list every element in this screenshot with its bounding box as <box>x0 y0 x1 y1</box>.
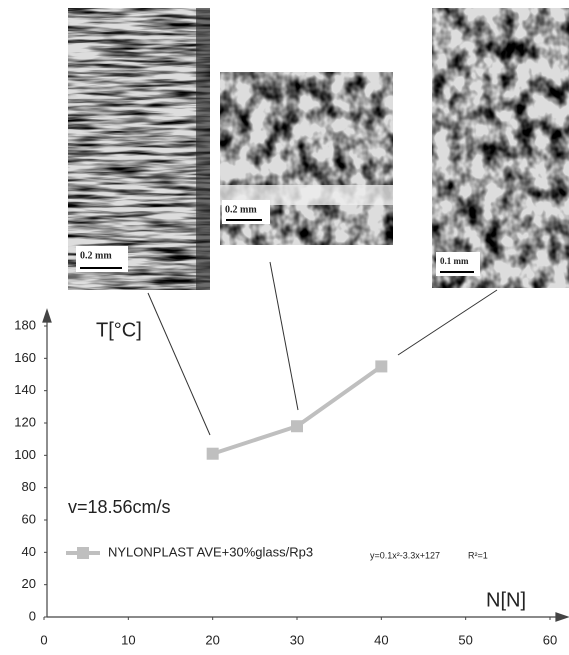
y-tick-label: 160 <box>14 350 36 365</box>
legend-label: NYLONPLAST AVE+30%glass/Rp3 <box>108 544 313 559</box>
micrograph <box>432 8 569 288</box>
annotation: y=0.1x²-3.3x+127 <box>370 550 440 560</box>
axes <box>42 308 569 622</box>
y-tick-label: 80 <box>22 479 36 494</box>
point <box>206 447 219 460</box>
x-tick-label: 20 <box>205 632 219 647</box>
y-tick-label: 20 <box>22 576 36 591</box>
x-axis-label: N[N] <box>486 589 526 611</box>
x-tick-label: 10 <box>121 632 135 647</box>
y-axis-label: T[°C] <box>96 319 142 341</box>
point <box>291 420 303 433</box>
x-tick-label: 30 <box>290 632 304 647</box>
y-tick-label: 180 <box>14 317 36 332</box>
annotation: v=18.56cm/s <box>68 497 171 517</box>
scale-bar-label: 0.1 mm <box>440 256 469 266</box>
y-tick-label: 120 <box>14 414 36 429</box>
legend-marker <box>77 547 89 559</box>
point <box>375 360 388 373</box>
micrograph <box>220 72 393 245</box>
y-tick-label: 0 <box>29 608 36 623</box>
x-tick-label: 40 <box>374 632 388 647</box>
x-tick-label: 50 <box>458 632 472 647</box>
y-tick-label: 60 <box>22 511 36 526</box>
annotation: R²=1 <box>468 550 488 560</box>
micrograph <box>68 8 210 290</box>
series-line <box>212 364 383 456</box>
y-tick-label: 40 <box>22 544 36 559</box>
y-tick-label: 100 <box>14 447 36 462</box>
scale-bar-label: 0.2 mm <box>225 204 257 215</box>
legend: NYLONPLAST AVE+30%glass/Rp3 <box>66 544 313 559</box>
x-tick-label: 60 <box>543 632 557 647</box>
y-tick-label: 140 <box>14 382 36 397</box>
connector <box>147 261 498 436</box>
scale-bar-label: 0.2 mm <box>80 250 112 261</box>
x-tick-label: 0 <box>40 632 47 647</box>
